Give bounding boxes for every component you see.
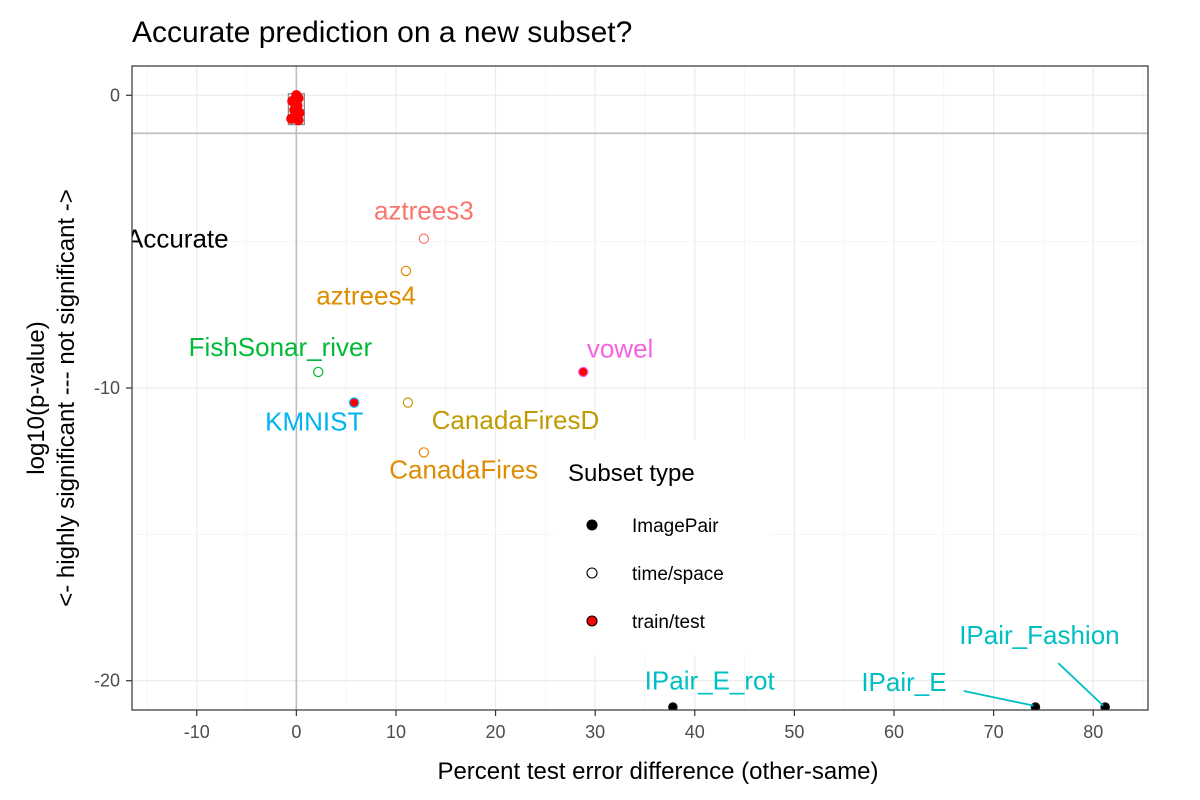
x-tick-label: 0 [291, 722, 301, 742]
x-tick-label: 60 [884, 722, 904, 742]
legend-key [586, 615, 598, 627]
legend-title: Subset type [568, 460, 695, 487]
data-point [313, 366, 324, 378]
point-label: CanadaFiresD [432, 405, 600, 435]
point-label: FishSonar_river [189, 332, 373, 362]
x-tick-label: 30 [585, 722, 605, 742]
data-point [578, 366, 589, 378]
y-tick-label: -10 [94, 378, 120, 398]
data-point [402, 397, 414, 408]
legend-key [586, 519, 598, 531]
legend-label: train/test [632, 612, 706, 633]
data-point [418, 233, 430, 244]
data-point [1030, 702, 1041, 710]
plot-area [132, 66, 1148, 710]
point-label: aztrees4 [316, 281, 416, 311]
x-tick-label: 10 [386, 722, 406, 742]
legend-label: time/space [632, 564, 724, 585]
y-axis-title-line2: <- highly significant --- not significan… [53, 189, 80, 607]
point-label: IPair_E [861, 667, 946, 697]
legend: Subset type ImagePair time/space train/test [554, 440, 769, 655]
y-axis-title-line1: log10(p-value) [23, 321, 50, 474]
data-point [348, 397, 360, 408]
x-tick-label: 50 [784, 722, 804, 742]
x-tick-label: 40 [685, 722, 705, 742]
data-point [418, 447, 430, 458]
label-leader-line [1057, 662, 1104, 707]
data-point [400, 265, 412, 277]
grid [132, 66, 1148, 710]
data-point [293, 114, 304, 126]
chart-title: Accurate prediction on a new subset? [132, 16, 632, 49]
x-tick-label: 20 [486, 722, 506, 742]
point-label: KMNIST [265, 406, 363, 436]
x-tick-label: -10 [184, 722, 210, 742]
legend-key [586, 567, 598, 579]
x-tick-label: 80 [1083, 722, 1103, 742]
point-label: vowel [587, 333, 653, 363]
data-point [668, 702, 678, 710]
x-axis-title: Percent test error difference (other-sam… [437, 758, 878, 785]
point-label: IPair_E_rot [645, 666, 776, 696]
point-label: aztrees3 [374, 196, 474, 226]
point-label: IPair_Fashion [959, 620, 1119, 650]
y-tick-label: -20 [94, 671, 120, 691]
label-leader-line [963, 690, 1034, 707]
axes: -10 0 10 20 30 40 50 60 70 80 0 -10 -20 [94, 85, 1103, 742]
y-tick-label: 0 [110, 85, 120, 105]
point-label: CanadaFires [389, 455, 538, 485]
accurate-annotation: Accurate [126, 224, 229, 254]
legend-label: ImagePair [632, 516, 719, 537]
point-labels: aztrees3 aztrees4 FishSonar_river vowel KMNI… [126, 196, 1120, 707]
x-tick-label: 70 [984, 722, 1004, 742]
